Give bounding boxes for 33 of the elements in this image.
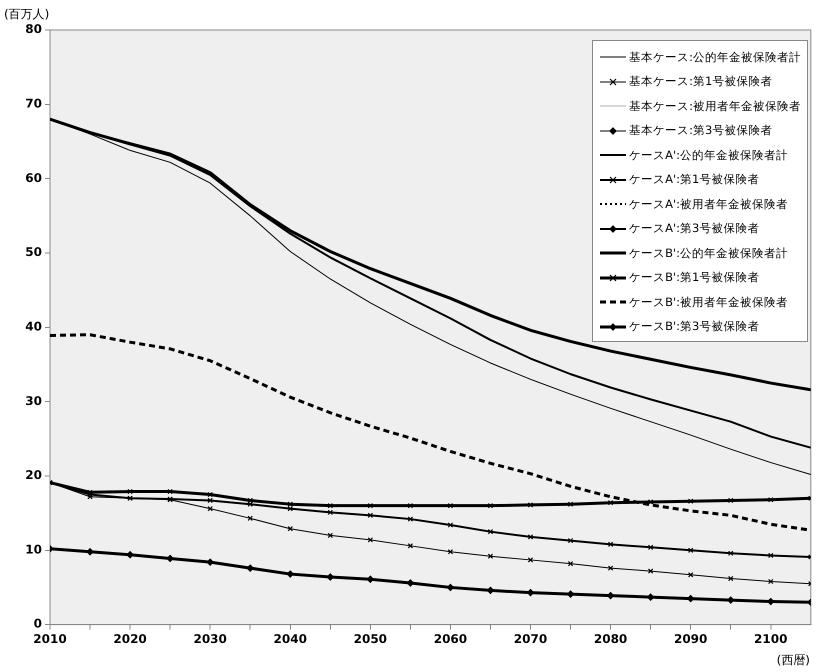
legend-label: 基本ケース:公的年金被保険者計 xyxy=(629,50,801,65)
x-tick-label: 2060 xyxy=(434,632,468,646)
x-tick-label: 2030 xyxy=(193,632,227,646)
x-tick-label: 2070 xyxy=(514,632,548,646)
y-tick-label: 40 xyxy=(25,319,42,334)
legend-label: ケースA':第3号被保険者 xyxy=(629,221,760,236)
legend-label: ケースA':第1号被保険者 xyxy=(629,172,760,188)
y-tick-label: 0 xyxy=(34,616,42,631)
legend-label: 基本ケース:第1号被保険者 xyxy=(629,74,772,90)
x-tick-label: 2100 xyxy=(754,632,788,646)
legend-label: ケースB':被用者年金被保険者 xyxy=(629,294,788,310)
y-tick-label: 20 xyxy=(25,468,42,482)
legend-label: ケースB':第3号被保険者 xyxy=(629,319,760,334)
legend-label: 基本ケース:被用者年金被保険者 xyxy=(629,98,801,114)
x-tick-label: 2010 xyxy=(33,632,67,646)
legend-label: ケースA':被用者年金被保険者 xyxy=(629,196,788,212)
y-tick-label: 30 xyxy=(25,394,42,408)
y-axis-title: (百万人) xyxy=(4,6,50,23)
y-tick-label: 70 xyxy=(25,96,42,110)
legend-label: ケースB':第1号被保険者 xyxy=(629,270,760,286)
y-tick-label: 80 xyxy=(25,22,42,36)
legend-label: ケースB':公的年金被保険者計 xyxy=(629,246,788,261)
legend-label: ケースA':公的年金被保険者計 xyxy=(629,148,788,163)
x-tick-label: 2020 xyxy=(113,632,147,646)
x-axis-title: (西暦) xyxy=(776,652,810,669)
x-tick-label: 2040 xyxy=(274,632,307,646)
legend-label: 基本ケース:第3号被保険者 xyxy=(629,123,772,138)
y-tick-label: 50 xyxy=(25,245,42,260)
x-tick-label: 2050 xyxy=(354,632,388,646)
x-tick-label: 2090 xyxy=(674,632,708,646)
y-tick-label: 10 xyxy=(25,542,42,556)
x-tick-label: 2080 xyxy=(594,632,628,646)
y-tick-label: 60 xyxy=(25,170,42,185)
